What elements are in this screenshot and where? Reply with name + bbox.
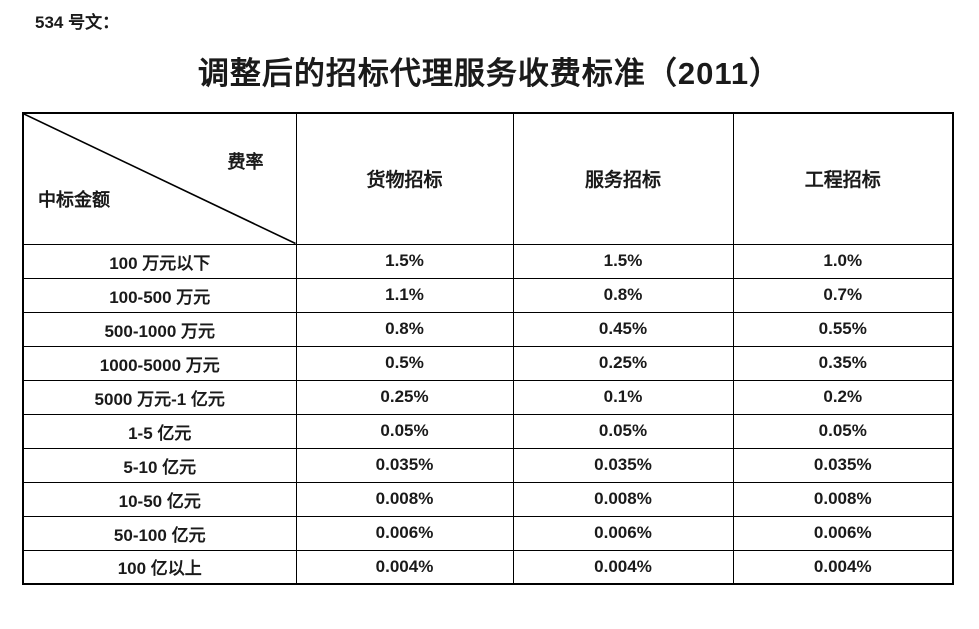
table-row: 10-50 亿元 0.008% 0.008% 0.008% — [22, 481, 954, 517]
fee-rate-cell: 0.05% — [732, 413, 954, 449]
column-header-goods-bidding: 货物招标 — [295, 112, 514, 245]
fee-rate-cell: 0.004% — [512, 549, 734, 585]
fee-rate-cell: 0.55% — [732, 311, 954, 347]
row-label-amount-range: 100-500 万元 — [22, 277, 297, 313]
table-row: 5000 万元-1 亿元 0.25% 0.1% 0.2% — [22, 379, 954, 415]
fee-table-header: 费率 中标金额 货物招标 服务招标 工程招标 — [22, 112, 954, 245]
fee-rate-cell: 1.5% — [295, 243, 514, 279]
table-row: 100 亿以上 0.004% 0.004% 0.004% — [22, 549, 954, 585]
fee-rate-cell: 0.004% — [732, 549, 954, 585]
fee-rate-cell: 0.035% — [295, 447, 514, 483]
row-label-amount-range: 1-5 亿元 — [22, 413, 297, 449]
fee-rate-cell: 0.006% — [295, 515, 514, 551]
corner-label-bid-amount: 中标金额 — [38, 189, 110, 210]
row-label-amount-range: 5000 万元-1 亿元 — [22, 379, 297, 415]
fee-table-body: 100 万元以下 1.5% 1.5% 1.0% 100-500 万元 1.1% 0.8% 0.… — [22, 243, 954, 585]
page-title: 调整后的招标代理服务收费标准（2011） — [197, 56, 782, 91]
table-row: 50-100 亿元 0.006% 0.006% 0.006% — [22, 515, 954, 551]
table-row: 100 万元以下 1.5% 1.5% 1.0% — [22, 243, 954, 279]
column-header-engineering-bidding: 工程招标 — [732, 112, 954, 245]
row-label-amount-range: 1000-5000 万元 — [22, 345, 297, 381]
header-row: 费率 中标金额 货物招标 服务招标 工程招标 — [22, 112, 954, 245]
fee-rate-cell: 0.006% — [732, 515, 954, 551]
fee-rate-cell: 0.1% — [512, 379, 734, 415]
fee-rate-cell: 0.8% — [512, 277, 734, 313]
row-label-amount-range: 10-50 亿元 — [22, 481, 297, 517]
table-row: 1-5 亿元 0.05% 0.05% 0.05% — [22, 413, 954, 449]
row-label-amount-range: 500-1000 万元 — [22, 311, 297, 347]
fee-rate-cell: 0.8% — [295, 311, 514, 347]
fee-rate-cell: 0.006% — [512, 515, 734, 551]
row-label-amount-range: 50-100 亿元 — [22, 515, 297, 551]
fee-rate-cell: 0.004% — [295, 549, 514, 585]
fee-rate-cell: 0.008% — [512, 481, 734, 517]
fee-rate-cell: 0.008% — [295, 481, 514, 517]
diagonal-divider-line — [24, 114, 296, 244]
fee-rate-cell: 0.2% — [732, 379, 954, 415]
fee-rate-cell: 0.05% — [512, 413, 734, 449]
fee-rate-cell: 0.45% — [512, 311, 734, 347]
fee-rate-cell: 0.5% — [295, 345, 514, 381]
row-label-amount-range: 100 亿以上 — [22, 549, 297, 585]
table-row: 1000-5000 万元 0.5% 0.25% 0.35% — [22, 345, 954, 381]
table-row: 5-10 亿元 0.035% 0.035% 0.035% — [22, 447, 954, 483]
table-row: 100-500 万元 1.1% 0.8% 0.7% — [22, 277, 954, 313]
fee-rate-cell: 0.25% — [295, 379, 514, 415]
fee-rate-cell: 0.7% — [732, 277, 954, 313]
column-header-service-bidding: 服务招标 — [512, 112, 734, 245]
fee-rate-table: 费率 中标金额 货物招标 服务招标 工程招标 100 万元以下 1.5% 1.5% 1… — [22, 112, 954, 585]
fee-rate-cell: 0.008% — [732, 481, 954, 517]
table-row: 500-1000 万元 0.8% 0.45% 0.55% — [22, 311, 954, 347]
fee-rate-cell: 1.5% — [512, 243, 734, 279]
doc-number-label: 534 号文： — [35, 13, 120, 32]
fee-rate-cell: 0.035% — [512, 447, 734, 483]
row-label-amount-range: 5-10 亿元 — [22, 447, 297, 483]
fee-rate-cell: 0.035% — [732, 447, 954, 483]
row-label-amount-range: 100 万元以下 — [22, 243, 297, 279]
fee-rate-cell: 0.05% — [295, 413, 514, 449]
corner-label-fee-rate: 费率 — [227, 152, 264, 172]
corner-header-cell: 费率 中标金额 — [22, 112, 297, 245]
fee-rate-cell: 0.35% — [732, 345, 954, 381]
fee-rate-cell: 1.1% — [295, 277, 514, 313]
fee-rate-cell: 1.0% — [732, 243, 954, 279]
fee-rate-cell: 0.25% — [512, 345, 734, 381]
